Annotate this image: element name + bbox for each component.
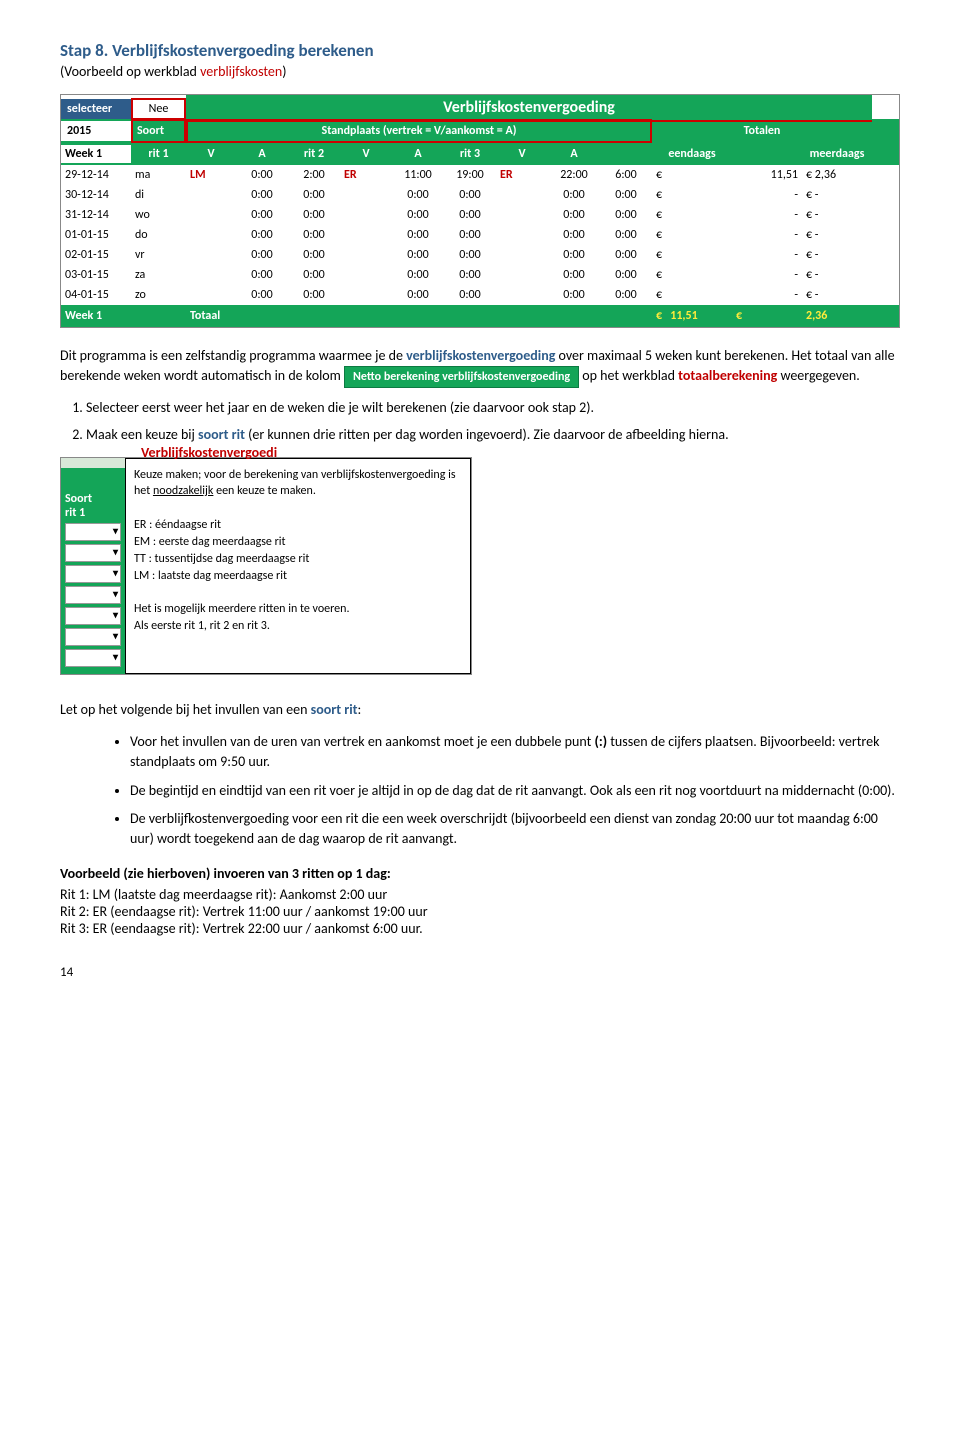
cell-nee[interactable]: Nee xyxy=(131,98,186,120)
dropdown-arrow-icon[interactable]: ▾ xyxy=(65,565,121,583)
hdr-rit2: rit 2 xyxy=(288,145,340,163)
spreadsheet-verblijfskosten: selecteer Nee Verblijfskostenvergoeding … xyxy=(60,94,900,328)
inline-button-netto: Netto berekening verblijfskostenvergoedi… xyxy=(344,366,579,389)
step-title: Stap 8. Verblijfskostenvergoeding bereke… xyxy=(60,40,900,61)
dropdown-arrow-icon[interactable]: ▾ xyxy=(65,649,121,667)
table-row: 29-12-14maLM0:002:00ER11:0019:00ER22:006… xyxy=(61,165,899,185)
foot-totaal: Totaal xyxy=(186,307,236,325)
sub-pre: (Voorbeeld op werkblad xyxy=(60,63,200,80)
sub-post: ) xyxy=(282,63,286,80)
dropdown-arrow-icon[interactable]: ▾ xyxy=(65,586,121,604)
paragraph-1: Dit programma is een zelfstandig program… xyxy=(60,346,900,388)
hdr-rit1: rit 1 xyxy=(131,145,186,163)
table-row: 01-01-15do0:000:000:000:000:000:00€-€ - xyxy=(61,225,899,245)
table-row: 31-12-14wo0:000:000:000:000:000:00€-€ - xyxy=(61,205,899,225)
tooltip-soort: Soort xyxy=(65,492,121,506)
step-subnote: (Voorbeeld op werkblad verblijfskosten) xyxy=(60,63,900,80)
p1e: totaalberekening xyxy=(678,367,777,384)
page-number: 14 xyxy=(60,965,900,980)
tooltip-body1: Keuze maken; voor de berekening van verb… xyxy=(134,467,462,499)
hdr-v1: V xyxy=(186,145,236,163)
bullet-1: Voor het invullen van de uren van vertre… xyxy=(130,732,900,773)
bullet-3: De verblijfkostenvergoeding voor een rit… xyxy=(130,809,900,850)
li2b: soort rit xyxy=(198,426,245,443)
cell-year: 2015 xyxy=(61,121,131,141)
list-item-2: Maak een keuze bij soort rit (er kunnen … xyxy=(86,425,900,445)
cell-totalen: Totalen xyxy=(652,121,872,141)
dropdown-arrow-icon[interactable]: ▾ xyxy=(65,544,121,562)
table-row: 04-01-15zo0:000:000:000:000:000:00€-€ - xyxy=(61,285,899,305)
p1f: weergegeven. xyxy=(777,367,860,384)
tooltip-redtitle: Verblijfskostenvergoedi xyxy=(141,444,277,461)
p2a: Let op het volgende bij het invullen van… xyxy=(60,701,311,718)
hdr-v3: V xyxy=(496,145,548,163)
cell-selecteer: selecteer xyxy=(61,99,131,119)
tooltip-body2: Het is mogelijk meerdere ritten in te vo… xyxy=(134,601,462,617)
bullet-list: Voor het invullen van de uren van vertre… xyxy=(90,732,900,849)
p1a: Dit programma is een zelfstandig program… xyxy=(60,347,406,364)
table-row: 30-12-14di0:000:000:000:000:000:00€-€ - xyxy=(61,185,899,205)
dropdown-arrow-icon[interactable]: ▾ xyxy=(65,523,121,541)
tooltip-option: ER : ééndaagse rit xyxy=(134,517,462,533)
rit-2: Rit 2: ER (eendaagse rit): Vertrek 11:00… xyxy=(60,903,900,920)
p2c: : xyxy=(358,701,362,718)
rit-1: Rit 1: LM (laatste dag meerdaagse rit): … xyxy=(60,886,900,903)
hdr-meerdaags: meerdaags xyxy=(802,145,872,163)
voorbeeld-heading: Voorbeeld (zie hierboven) invoeren van 3… xyxy=(60,865,900,882)
hdr-rit3: rit 3 xyxy=(444,145,496,163)
sub-red: verblijfskosten xyxy=(200,63,282,80)
tooltip-option: TT : tussentijdse dag meerdaagse rit xyxy=(134,551,462,567)
hdr-a2: A xyxy=(392,145,444,163)
li2c: (er kunnen drie ritten per dag worden in… xyxy=(245,426,729,443)
foot-m: € xyxy=(732,307,802,325)
hdr-v2: V xyxy=(340,145,392,163)
table-row: 03-01-15za0:000:000:000:000:000:00€-€ - xyxy=(61,265,899,285)
rit-3: Rit 3: ER (eendaagse rit): Vertrek 22:00… xyxy=(60,920,900,937)
paragraph-2: Let op het volgende bij het invullen van… xyxy=(60,701,900,718)
cell-week: Week 1 xyxy=(61,145,131,163)
bullet-2: De begintijd en eindtijd van een rit voe… xyxy=(130,781,900,801)
li2a: Maak een keuze bij xyxy=(86,426,198,443)
p1b: verblijfskostenvergoeding xyxy=(406,347,555,364)
tooltip-option: EM : eerste dag meerdaagse rit xyxy=(134,534,462,550)
dropdown-arrow-icon[interactable]: ▾ xyxy=(65,628,121,646)
p1d: op het werkblad xyxy=(579,367,678,384)
foot-e: € 11,51 xyxy=(652,307,732,325)
table-row: 02-01-15vr0:000:000:000:000:000:00€-€ - xyxy=(61,245,899,265)
dropdown-arrow-icon[interactable]: ▾ xyxy=(65,607,121,625)
list-item-1: Selecteer eerst weer het jaar en de weke… xyxy=(86,398,900,418)
tooltip-rit1: rit 1 xyxy=(65,506,121,520)
tooltip-screenshot: Verblijfskostenvergoedi Soort rit 1 ▾ ▾ … xyxy=(60,457,472,675)
numbered-list: Selecteer eerst weer het jaar en de weke… xyxy=(86,398,900,445)
tooltip-option: LM : laatste dag meerdaagse rit xyxy=(134,568,462,584)
hdr-a1: A xyxy=(236,145,288,163)
p2b: soort rit xyxy=(311,701,358,718)
foot-mv: 2,36 xyxy=(802,307,872,325)
cell-standplaats: Standplaats (vertrek = V/aankomst = A) xyxy=(186,119,652,143)
hdr-a3: A xyxy=(548,145,600,163)
sheet-title: Verblijfskostenvergoeding xyxy=(186,95,872,122)
foot-week: Week 1 xyxy=(61,307,131,325)
cell-soort: Soort xyxy=(131,119,186,143)
tooltip-body3: Als eerste rit 1, rit 2 en rit 3. xyxy=(134,618,462,634)
hdr-eendaags: eendaags xyxy=(652,145,732,163)
